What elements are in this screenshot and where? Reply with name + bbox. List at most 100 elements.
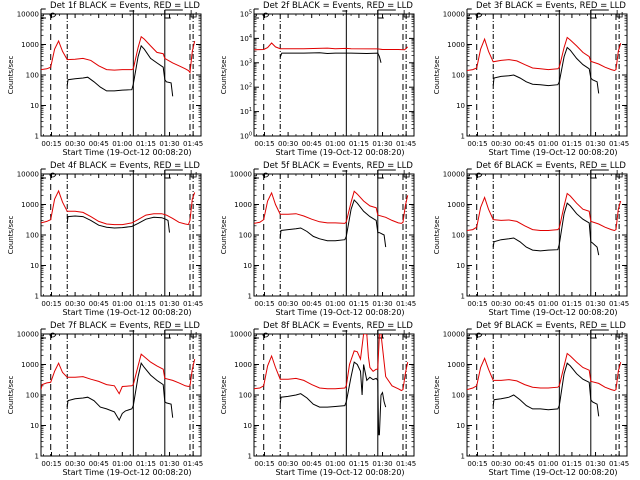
events-series-line bbox=[279, 361, 387, 436]
y-tick-label: 1000 bbox=[21, 361, 39, 369]
chart-svg: 1 10 100 1000 10000 00:15 00:30 00:45 01:00 01:15… bbox=[433, 161, 629, 317]
x-tick-label: 01:00 bbox=[112, 460, 132, 468]
y-tick-label: 100 bbox=[26, 72, 39, 80]
y-tick-label: 10000 bbox=[443, 11, 465, 19]
state-bracket-marker bbox=[253, 8, 259, 19]
y-tick-label: 10 bbox=[456, 422, 465, 430]
plot-frame bbox=[466, 333, 628, 457]
x-tick-label: 01:00 bbox=[325, 140, 345, 148]
state-bracket-marker bbox=[190, 170, 197, 178]
x-tick-label: 01:30 bbox=[372, 300, 392, 308]
x-tick-label: 00:15 bbox=[254, 460, 274, 468]
state-bracket-marker bbox=[164, 9, 183, 19]
events-series-line bbox=[279, 199, 387, 248]
plot-frame bbox=[466, 13, 628, 137]
x-tick-label: 00:45 bbox=[89, 140, 109, 148]
y-tick-label: 1 bbox=[461, 293, 465, 301]
x-tick-label: 00:30 bbox=[65, 140, 85, 148]
plot-frame bbox=[40, 13, 202, 137]
y-axis-label: Counts/sec bbox=[7, 216, 15, 255]
state-bracket-marker bbox=[190, 10, 197, 18]
lld-series-line bbox=[254, 334, 409, 392]
y-tick-label: 100 bbox=[452, 232, 465, 240]
plot-frame bbox=[253, 13, 415, 137]
y-axis-label: Counts/sec bbox=[433, 56, 441, 95]
detector-panel-2: 100 101 102 103 104 105 00:15 00:30 00:45 01:00 01… bbox=[213, 0, 426, 160]
panel-title: Det 9f BLACK = Events, RED = LLD bbox=[476, 321, 626, 331]
state-bracket-marker bbox=[253, 328, 259, 339]
y-tick-label: 10000 bbox=[17, 11, 39, 19]
x-tick-label: 01:15 bbox=[562, 140, 582, 148]
x-tick-label: 00:15 bbox=[467, 460, 487, 468]
y-tick-label: 101 bbox=[240, 107, 252, 116]
y-tick-label: 10000 bbox=[230, 171, 252, 179]
x-tick-label: 00:45 bbox=[89, 460, 109, 468]
plot-frame bbox=[253, 173, 415, 297]
x-tick-label: 01:30 bbox=[585, 460, 605, 468]
x-axis-label: Start Time (19-Oct-12 00:08:20) bbox=[275, 148, 404, 157]
x-tick-label: 01:00 bbox=[112, 300, 132, 308]
y-tick-label: 1 bbox=[461, 453, 465, 461]
x-tick-label: 01:15 bbox=[136, 460, 156, 468]
y-tick-label: 10 bbox=[456, 262, 465, 270]
events-series-line bbox=[492, 202, 600, 256]
lld-series-line bbox=[467, 192, 622, 232]
y-tick-label: 100 bbox=[239, 392, 252, 400]
lld-series-line bbox=[467, 36, 622, 72]
state-glyph-marker bbox=[49, 332, 57, 338]
x-axis-label: Start Time (19-Oct-12 00:08:20) bbox=[62, 308, 191, 317]
x-tick-label: 01:45 bbox=[396, 460, 416, 468]
state-bracket-marker bbox=[590, 169, 609, 179]
x-tick-label: 00:30 bbox=[491, 140, 511, 148]
y-tick-label: 1 bbox=[35, 293, 39, 301]
x-tick-label: 00:45 bbox=[89, 300, 109, 308]
x-tick-label: 00:45 bbox=[302, 140, 322, 148]
y-tick-label: 104 bbox=[240, 34, 252, 43]
state-bracket-marker bbox=[377, 9, 396, 19]
x-tick-label: 01:00 bbox=[112, 140, 132, 148]
y-tick-label: 10000 bbox=[443, 171, 465, 179]
x-tick-label: 01:00 bbox=[538, 300, 558, 308]
x-tick-label: 01:00 bbox=[538, 140, 558, 148]
x-tick-label: 00:30 bbox=[65, 460, 85, 468]
x-tick-label: 00:30 bbox=[491, 300, 511, 308]
detector-panel-3: 1 10 100 1000 10000 00:15 00:30 00:45 01:00 01:15… bbox=[426, 0, 639, 160]
detector-panel-8: 1 10 100 1000 10000 00:15 00:30 00:45 01:00 01:15… bbox=[213, 320, 426, 480]
y-tick-label: 100 bbox=[26, 392, 39, 400]
panel-title: Det 2f BLACK = Events, RED = LLD bbox=[263, 1, 413, 11]
chart-svg: 1 10 100 1000 10000 00:15 00:30 00:45 01:00 01:15… bbox=[7, 1, 203, 157]
lld-series-line bbox=[467, 352, 622, 392]
state-glyph-marker bbox=[49, 172, 57, 178]
series-group bbox=[254, 334, 409, 436]
state-bracket-marker bbox=[590, 9, 609, 19]
y-axis-label: Counts/sec bbox=[433, 376, 441, 415]
x-tick-label: 01:15 bbox=[136, 300, 156, 308]
y-tick-label: 10000 bbox=[17, 331, 39, 339]
panel-title: Det 4f BLACK = Events, RED = LLD bbox=[50, 161, 200, 171]
x-axis-label: Start Time (19-Oct-12 00:08:20) bbox=[488, 308, 617, 317]
chart-svg: 1 10 100 1000 10000 00:15 00:30 00:45 01:00 01:15… bbox=[7, 161, 203, 317]
x-tick-label: 01:30 bbox=[372, 460, 392, 468]
y-tick-label: 1000 bbox=[447, 361, 465, 369]
y-tick-label: 100 bbox=[26, 232, 39, 240]
state-bracket-marker bbox=[616, 10, 623, 18]
x-tick-label: 00:15 bbox=[254, 300, 274, 308]
y-tick-label: 10 bbox=[456, 102, 465, 110]
y-tick-label: 10 bbox=[30, 262, 39, 270]
x-tick-label: 00:15 bbox=[254, 140, 274, 148]
y-tick-label: 1000 bbox=[21, 201, 39, 209]
x-tick-label: 01:30 bbox=[159, 460, 179, 468]
state-glyph-marker bbox=[49, 12, 57, 18]
state-bracket-marker bbox=[377, 169, 396, 179]
events-series-line bbox=[66, 44, 174, 97]
x-axis-label: Start Time (19-Oct-12 00:08:20) bbox=[488, 468, 617, 477]
x-tick-label: 00:30 bbox=[65, 300, 85, 308]
state-bracket-marker bbox=[403, 170, 410, 178]
x-tick-label: 00:45 bbox=[515, 140, 535, 148]
y-tick-label: 100 bbox=[240, 132, 252, 141]
x-tick-label: 01:15 bbox=[349, 300, 369, 308]
series-group bbox=[254, 42, 409, 63]
state-glyph-marker bbox=[262, 172, 270, 178]
chart-svg: 1 10 100 1000 10000 00:15 00:30 00:45 01:00 01:15… bbox=[7, 321, 203, 477]
